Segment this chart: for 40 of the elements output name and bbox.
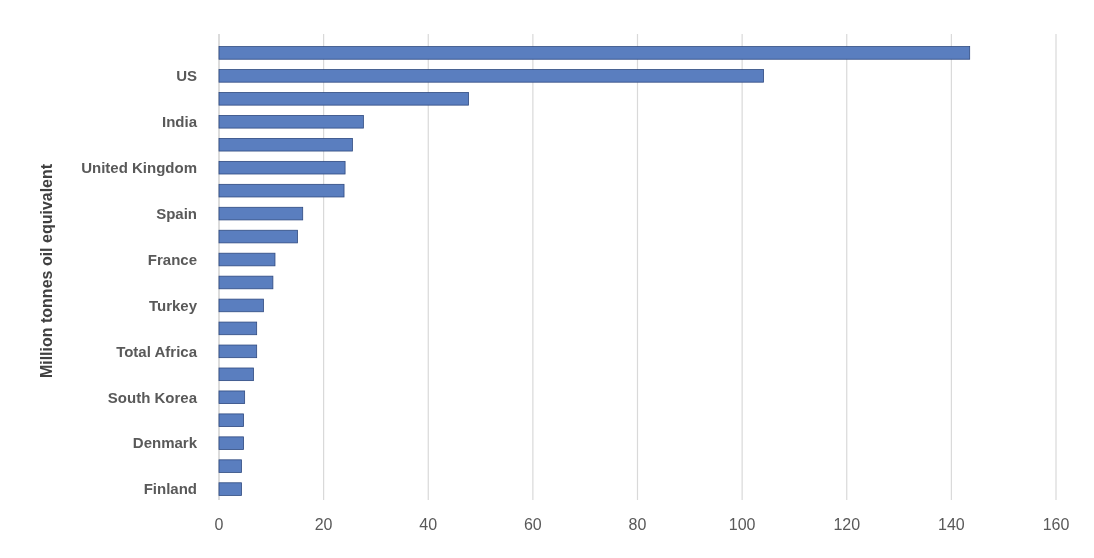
x-tick-label: 80 — [628, 516, 647, 533]
x-tick-label: 20 — [314, 516, 333, 533]
bar — [218, 321, 258, 336]
bar — [218, 229, 298, 244]
bar — [218, 344, 258, 359]
y-tick-label: Finland — [143, 480, 197, 498]
x-tick-label: 120 — [833, 516, 861, 533]
x-tick-label: 0 — [214, 516, 224, 533]
bar — [218, 413, 244, 427]
bar — [218, 252, 276, 267]
bar — [218, 390, 246, 404]
y-tick-label: United Kingdom — [81, 158, 197, 176]
bar — [218, 298, 264, 313]
x-tick-label: 100 — [728, 516, 756, 533]
y-tick-label: Turkey — [148, 296, 198, 314]
y-tick-label: Denmark — [132, 434, 198, 452]
bar — [218, 367, 254, 382]
bar — [218, 436, 244, 450]
x-tick-label: 140 — [938, 516, 965, 533]
bar — [218, 115, 364, 129]
bar — [218, 275, 274, 290]
y-tick-label: Spain — [156, 204, 197, 222]
bar — [218, 92, 469, 106]
bar — [218, 183, 345, 198]
x-tick-label: 160 — [1042, 516, 1070, 533]
bar — [218, 138, 353, 152]
bar — [218, 69, 764, 83]
x-tick-label: 60 — [523, 516, 542, 533]
y-tick-label: South Korea — [107, 388, 198, 406]
y-tick-label: India — [161, 113, 198, 131]
y-axis-title: Million tonnes oil equivalent — [38, 163, 55, 379]
bar — [218, 459, 242, 473]
x-tick-label: 40 — [419, 516, 438, 533]
bar — [218, 160, 346, 175]
y-tick-label: US — [176, 67, 197, 85]
bar — [218, 206, 304, 221]
bar — [218, 482, 242, 496]
y-tick-label: France — [147, 250, 197, 268]
bar — [218, 46, 971, 60]
y-tick-label: Total Africa — [116, 342, 198, 360]
